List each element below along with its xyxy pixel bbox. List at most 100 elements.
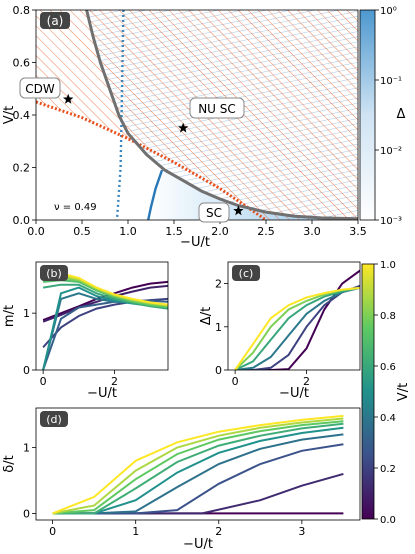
panel-a-xtick-label: 1.0: [119, 225, 137, 238]
panel-a-ytick-label: 0.8: [13, 4, 31, 17]
delta-colorbar-label: Δ: [397, 107, 406, 122]
star-marker: [63, 93, 74, 104]
panel-c-xtick-label: 2: [303, 375, 310, 388]
panel-b-ytick-label: 0: [23, 364, 30, 377]
panel-c-series-line: [235, 269, 360, 370]
panel-a-ytick-label: 0.0: [13, 214, 31, 227]
panel-d-ylabel: δ/t: [2, 455, 17, 472]
panel-d-xtick-label: 2: [215, 525, 222, 538]
v-cb-tick-label: 1.0: [380, 260, 396, 271]
panel-c-frame: [227, 261, 361, 371]
panel-c-y-ticks: 0 1 2: [215, 278, 228, 377]
panel-c-ytick-label: 0: [215, 364, 222, 377]
delta-colorbar: 10⁻³ 10⁻² 10⁻¹ 10⁰ Δ: [359, 6, 406, 227]
v-cb-tick-label: 0.4: [380, 413, 396, 424]
panel-a-xlabel: −U/t: [180, 235, 210, 250]
panel-a-ylabel: V/t: [2, 106, 17, 124]
star-marker: [178, 122, 189, 133]
delta-cb-tick-label: 10⁰: [380, 6, 397, 17]
nu-sc-label: NU SC: [198, 102, 236, 116]
panel-c-xtick-label: 0: [232, 375, 239, 388]
panel-d-series-line: [52, 422, 344, 515]
panel-b-xtick-label: 2: [111, 375, 118, 388]
panel-a-ytick-label: 0.4: [13, 109, 31, 122]
svg-text:(d): (d): [46, 413, 62, 426]
panel-c-series-line: [234, 286, 360, 370]
v-cb-tick-label: 0.0: [380, 515, 396, 526]
panel-b-series: [42, 271, 168, 370]
panel-d-xtick-label: 1: [132, 525, 139, 538]
panel-c-xlabel: −U/t: [279, 386, 309, 401]
panel-d-frame: [35, 407, 361, 521]
orange-dotted-boundary: [36, 100, 267, 220]
v-cb-tick-label: 0.2: [380, 464, 396, 475]
delta-colorbar-ticks: 10⁻³ 10⁻² 10⁻¹ 10⁰: [375, 6, 402, 227]
region-label-sc: SC: [198, 202, 230, 223]
panel-d-ytick-label: 1: [23, 442, 30, 455]
panel-d-series-line: [52, 414, 344, 515]
panel-a-xtick-label: 2.0: [211, 225, 229, 238]
panel-a-xtick-label: 0.5: [73, 225, 91, 238]
cdw-label: CDW: [25, 82, 55, 96]
panel-b-ylabel: m/t: [2, 305, 17, 327]
panel-d-series-line: [52, 433, 344, 515]
panel-label-c: (c): [232, 265, 260, 281]
panel-d-x-ticks: 0 1 2 3: [49, 520, 305, 538]
panel-d-xtick-label: 3: [298, 525, 305, 538]
sc-label: SC: [206, 206, 222, 220]
star-marker: [233, 205, 244, 216]
panel-a-phase-diagram: 0.0 0.5 1.0 1.5 2.0 2.5 3.0 3.5 0.0 0.2 0.4 0.6 0.8…: [2, 4, 367, 250]
panel-b-series-line: [42, 299, 168, 370]
v-cb-tick-label: 0.6: [380, 362, 396, 373]
v-cb-tick-label: 0.8: [380, 311, 396, 322]
v-colorbar-label: V/t: [396, 383, 411, 401]
panel-a-xtick-label: 0.0: [27, 225, 45, 238]
panel-a-x-ticks: 0.0 0.5 1.0 1.5 2.0 2.5 3.0 3.5: [27, 220, 367, 238]
panel-d-series-line: [52, 420, 344, 515]
panel-a-xtick-label: 1.5: [165, 225, 183, 238]
panel-c-ylabel: Δ/t: [199, 307, 214, 325]
panel-label-b: (b): [40, 265, 68, 281]
panel-a-y-ticks: 0.0 0.2 0.4 0.6 0.8: [13, 4, 36, 227]
panel-a-ytick-label: 0.6: [13, 57, 31, 70]
panel-b-y-ticks: 01: [23, 307, 36, 377]
panel-d-series-line: [52, 417, 344, 515]
panel-a-xtick-label: 3.0: [303, 225, 321, 238]
v-colorbar: 0.0 0.2 0.4 0.6 0.8 1.0 V/t: [361, 260, 411, 526]
blue-dotted-boundary: [115, 10, 125, 220]
svg-text:(c): (c): [239, 267, 254, 280]
panel-a-xtick-label: 3.5: [349, 225, 367, 238]
panel-b-frame: [35, 261, 169, 371]
panel-b-series-line: [42, 283, 168, 310]
panel-d-y-ticks: 01: [23, 442, 36, 520]
panel-d-xtick-label: 0: [49, 525, 56, 538]
panel-c-series: [234, 269, 360, 370]
v-colorbar-ticks: 0.0 0.2 0.4 0.6 0.8 1.0: [374, 260, 396, 526]
panel-c-ytick-label: 2: [215, 278, 222, 291]
panel-c-series-line: [234, 286, 360, 370]
panel-a-ytick-label: 0.2: [13, 162, 31, 175]
region-label-cdw: CDW: [19, 77, 61, 99]
blue-solid-boundary: [147, 169, 164, 220]
delta-cb-tick-label: 10⁻²: [380, 146, 402, 157]
panel-label-a: (a): [40, 12, 70, 29]
panel-label-d: (d): [40, 411, 68, 427]
panel-b-ytick-label: 1: [23, 307, 30, 320]
star-markers: [63, 93, 244, 216]
panel-b-xlabel: −U/t: [87, 386, 117, 401]
panel-c-ytick-label: 1: [215, 321, 222, 334]
svg-text:(b): (b): [46, 267, 62, 280]
region-label-nu-sc: NU SC: [189, 97, 245, 119]
delta-cb-tick-label: 10⁻¹: [380, 76, 402, 87]
nu-annotation: ν = 0.49: [54, 202, 97, 213]
panel-d-ytick-label: 0: [23, 507, 30, 520]
panel-a-label: (a): [47, 14, 64, 28]
delta-cb-tick-label: 10⁻³: [380, 216, 402, 227]
panel-d-xlabel: −U/t: [183, 537, 213, 552]
